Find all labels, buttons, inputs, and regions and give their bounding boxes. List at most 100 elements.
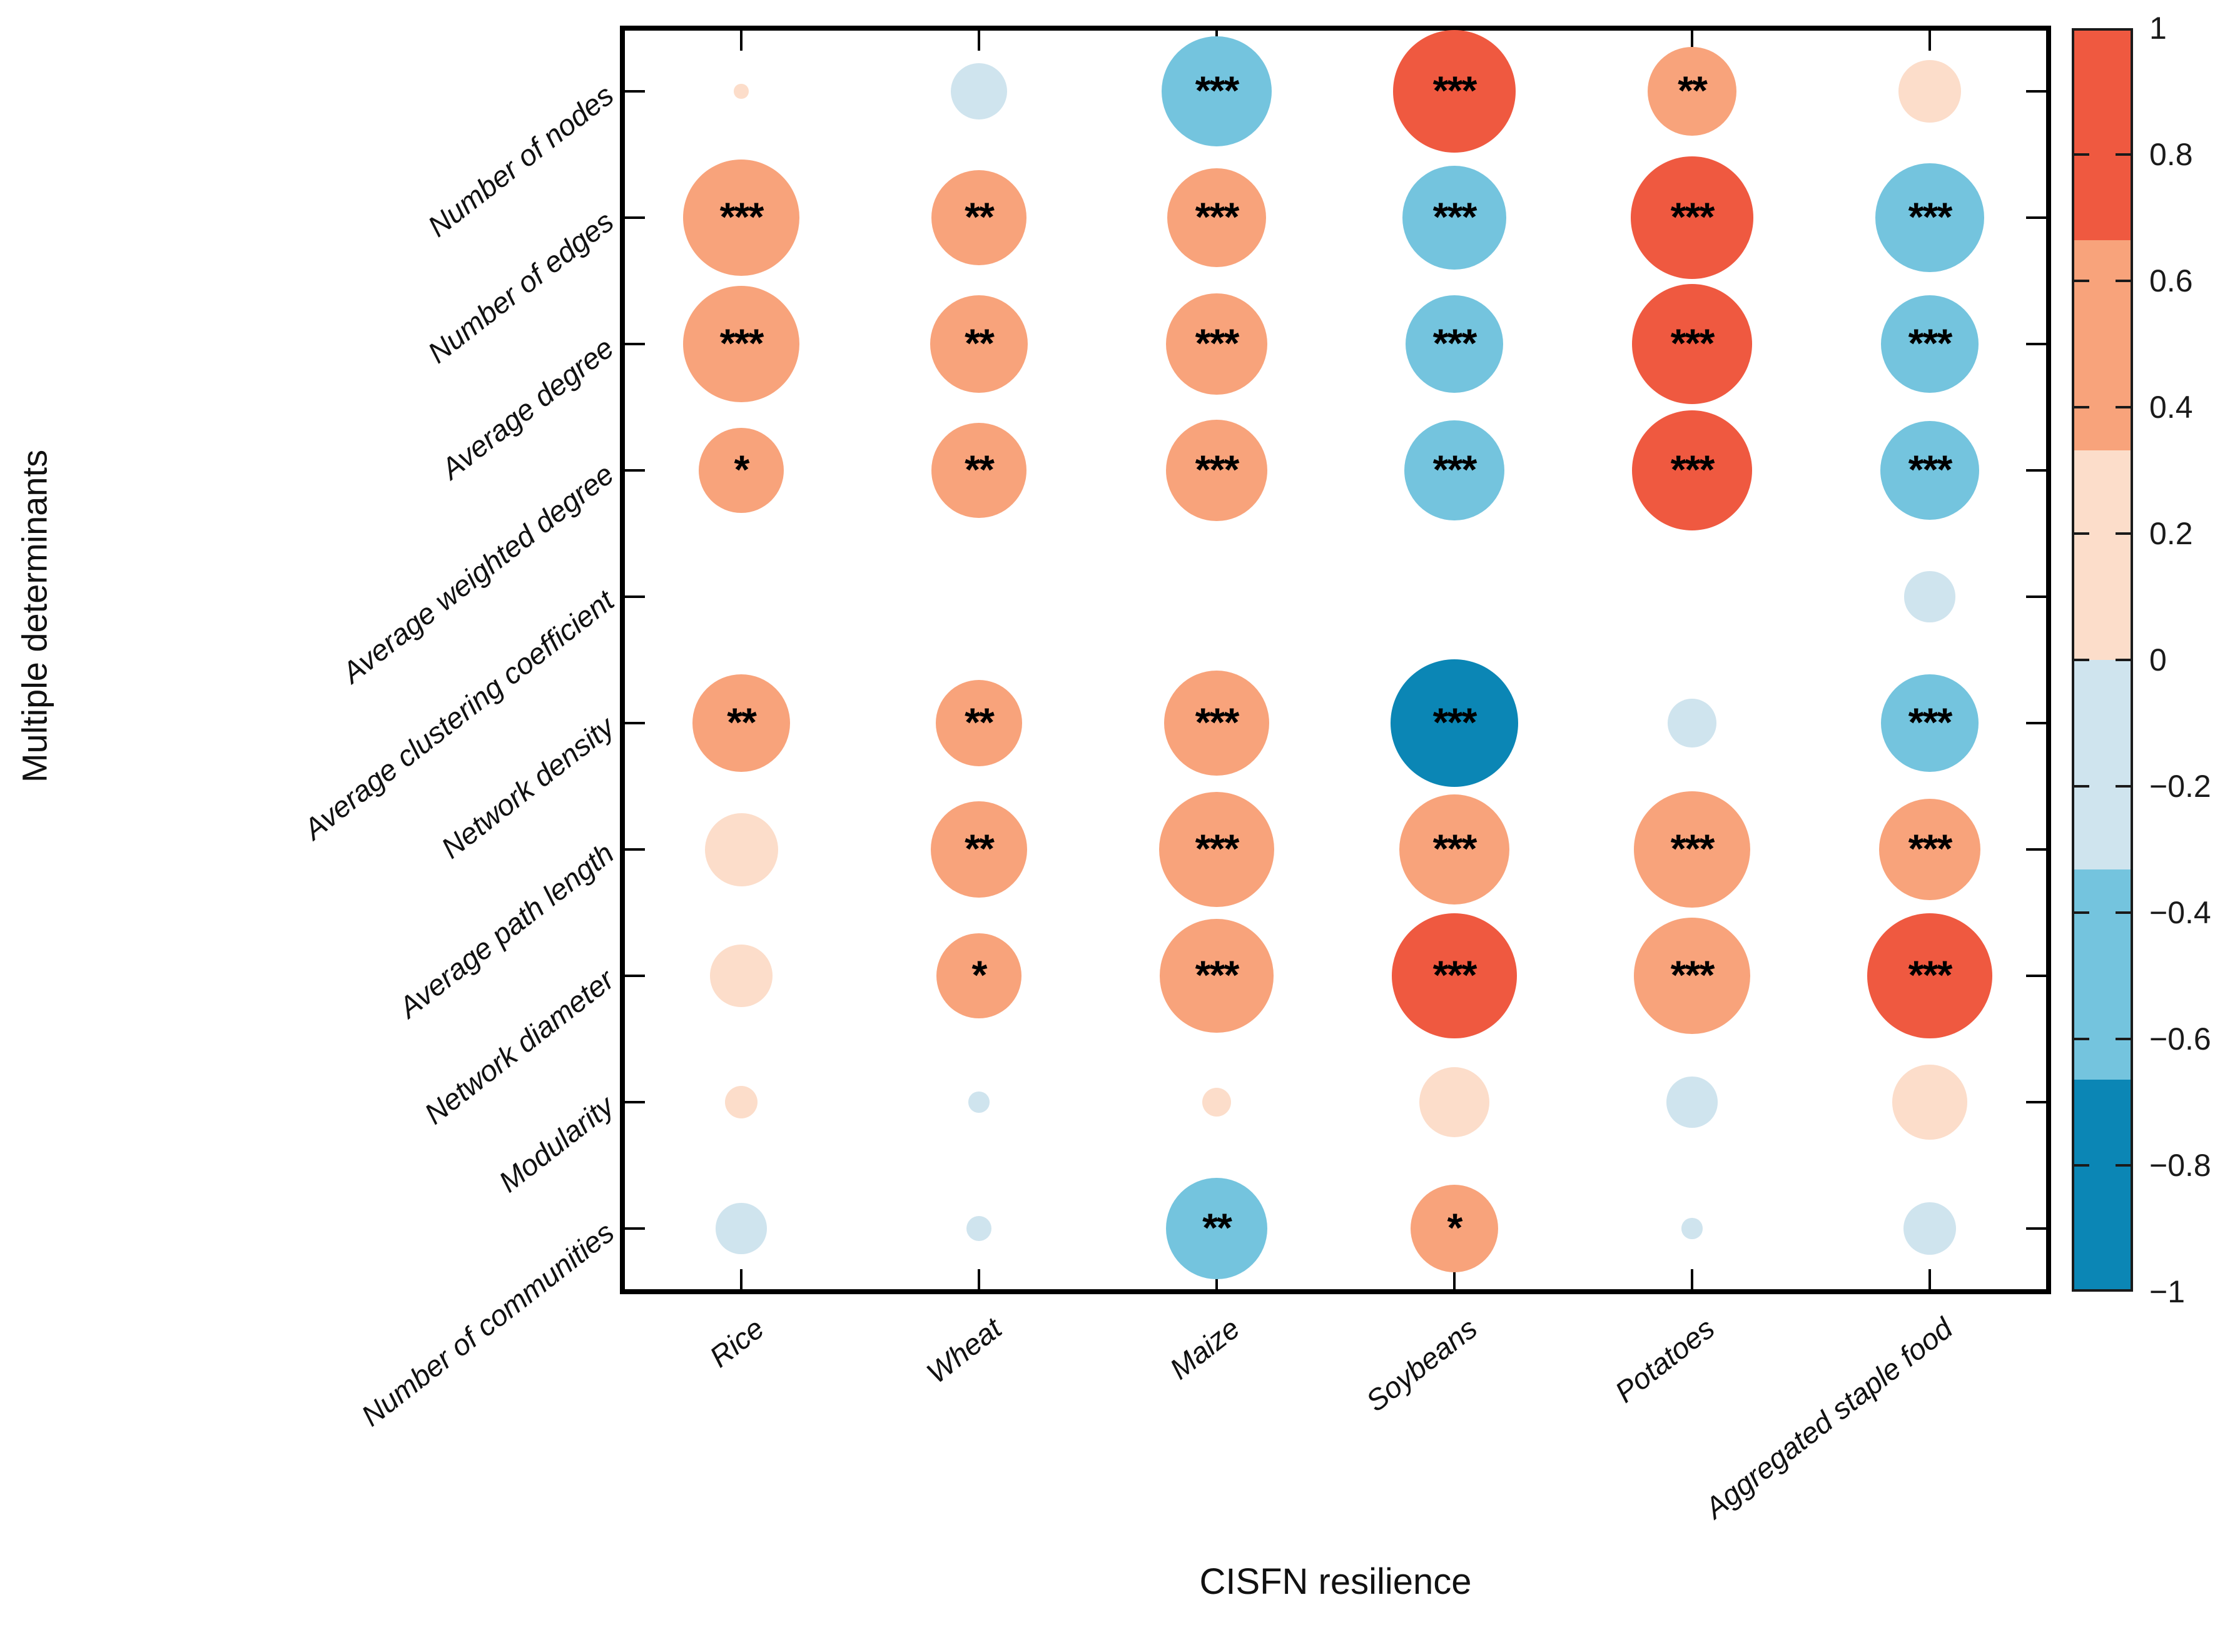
- colorbar-tick-left: [2074, 406, 2089, 408]
- correlation-bubble: *: [1410, 1184, 1499, 1273]
- correlation-bubble: ***: [1634, 791, 1750, 908]
- x-tick-bottom: [1453, 1269, 1456, 1289]
- x-tick-label: Wheat: [920, 1311, 1008, 1390]
- plot-area: [620, 26, 2051, 1294]
- correlation-bubble: *: [698, 427, 784, 514]
- colorbar-band: [2074, 240, 2131, 450]
- x-tick-label: Aggregated staple food: [1698, 1311, 1959, 1525]
- significance-stars: ***: [1195, 194, 1240, 240]
- y-tick-right: [2026, 848, 2046, 851]
- colorbar-tick-label: −0.8: [2149, 1148, 2211, 1183]
- x-tick-bottom: [978, 1269, 980, 1289]
- significance-stars: **: [965, 826, 995, 871]
- correlation-bubble: *: [936, 933, 1022, 1019]
- y-tick-right: [2026, 469, 2046, 472]
- correlation-bubble: **: [931, 170, 1026, 265]
- colorbar-tick-right: [2116, 153, 2131, 156]
- correlation-bubble: ***: [1404, 420, 1505, 521]
- y-tick-label: Number of communities: [355, 1215, 621, 1433]
- significance-stars: ***: [1195, 68, 1240, 113]
- significance-stars: ***: [1670, 320, 1715, 366]
- y-tick-left: [625, 469, 645, 472]
- colorbar-tick-left: [2074, 911, 2089, 914]
- y-tick-left: [625, 1227, 645, 1230]
- correlation-bubble: ***: [1880, 674, 1979, 773]
- significance-stars: ***: [1908, 699, 1953, 745]
- significance-stars: **: [965, 320, 995, 366]
- x-tick-bottom: [740, 1269, 742, 1289]
- significance-stars: ***: [1432, 826, 1477, 871]
- y-tick-right: [2026, 1101, 2046, 1103]
- colorbar-band: [2074, 659, 2131, 870]
- significance-stars: ***: [1195, 320, 1240, 366]
- correlation-bubble: **: [1165, 1177, 1268, 1280]
- colorbar-tick-left: [2074, 785, 2089, 788]
- x-tick-bottom: [1928, 1269, 1931, 1289]
- correlation-bubble: [724, 1085, 758, 1119]
- significance-stars: ***: [719, 320, 764, 366]
- significance-stars: **: [1678, 68, 1708, 113]
- correlation-bubble: ***: [1392, 913, 1517, 1038]
- x-axis-title: CISFN resilience: [1199, 1561, 1472, 1602]
- correlation-bubble: ***: [1402, 166, 1506, 270]
- y-tick-left: [625, 216, 645, 219]
- correlation-bubble: [966, 1215, 992, 1242]
- colorbar-tick-label: −0.6: [2149, 1021, 2211, 1057]
- significance-stars: ***: [1432, 68, 1477, 113]
- y-tick-left: [625, 595, 645, 598]
- colorbar-tick-left: [2074, 659, 2089, 661]
- significance-stars: ***: [1670, 194, 1715, 240]
- correlation-bubble: ***: [1880, 420, 1980, 520]
- colorbar-tick-label: −0.4: [2149, 895, 2211, 930]
- colorbar-tick-label: 0.2: [2149, 516, 2193, 551]
- x-tick-top: [978, 31, 980, 51]
- y-tick-right: [2026, 595, 2046, 598]
- colorbar-tick-left: [2074, 153, 2089, 156]
- correlation-bubble: **: [931, 423, 1026, 518]
- colorbar-tick-right: [2116, 1038, 2131, 1040]
- significance-stars: ***: [1908, 320, 1953, 366]
- correlation-bubble: [1904, 571, 1955, 622]
- correlation-bubble: ***: [1631, 283, 1753, 405]
- y-tick-left: [625, 90, 645, 93]
- correlation-bubble: ***: [683, 286, 799, 402]
- correlation-bubble: ***: [683, 160, 799, 276]
- correlation-bubble: [704, 813, 778, 886]
- correlation-bubble: ***: [1158, 791, 1275, 908]
- significance-stars: ***: [1908, 194, 1953, 240]
- correlation-bubble: ***: [1878, 798, 1981, 901]
- colorbar-tick-label: 0.8: [2149, 137, 2193, 172]
- y-tick-left: [625, 975, 645, 977]
- significance-stars: **: [1202, 1205, 1232, 1250]
- correlation-bubble: ***: [1634, 918, 1750, 1034]
- y-tick-right: [2026, 975, 2046, 977]
- correlation-bubble: [1202, 1087, 1232, 1117]
- significance-stars: ***: [719, 194, 764, 240]
- correlation-bubble: ***: [1161, 36, 1272, 147]
- colorbar-tick-label: 1: [2149, 11, 2167, 46]
- correlation-bubble: ***: [1391, 659, 1518, 787]
- colorbar-tick-right: [2116, 1164, 2131, 1167]
- correlation-bubble: [1892, 1065, 1967, 1140]
- y-tick-left: [625, 1101, 645, 1103]
- y-tick-label: Average clustering coefficient: [297, 583, 621, 846]
- significance-stars: *: [971, 952, 988, 998]
- significance-stars: ***: [1670, 447, 1715, 492]
- significance-stars: *: [1447, 1205, 1463, 1250]
- correlation-bubble: [968, 1092, 990, 1113]
- correlation-bubble: ***: [1405, 295, 1504, 393]
- colorbar-band: [2074, 869, 2131, 1080]
- colorbar-tick-left: [2074, 280, 2089, 282]
- correlation-bubble: ***: [1867, 913, 1992, 1038]
- colorbar-tick-right: [2116, 280, 2131, 282]
- significance-stars: **: [727, 699, 757, 745]
- significance-stars: ***: [1670, 952, 1715, 998]
- correlation-bubble: [734, 84, 749, 99]
- y-tick-left: [625, 722, 645, 724]
- y-tick-right: [2026, 1227, 2046, 1230]
- significance-stars: ***: [1908, 447, 1953, 492]
- colorbar-tick-right: [2116, 659, 2131, 661]
- y-tick-left: [625, 848, 645, 851]
- significance-stars: **: [965, 699, 995, 745]
